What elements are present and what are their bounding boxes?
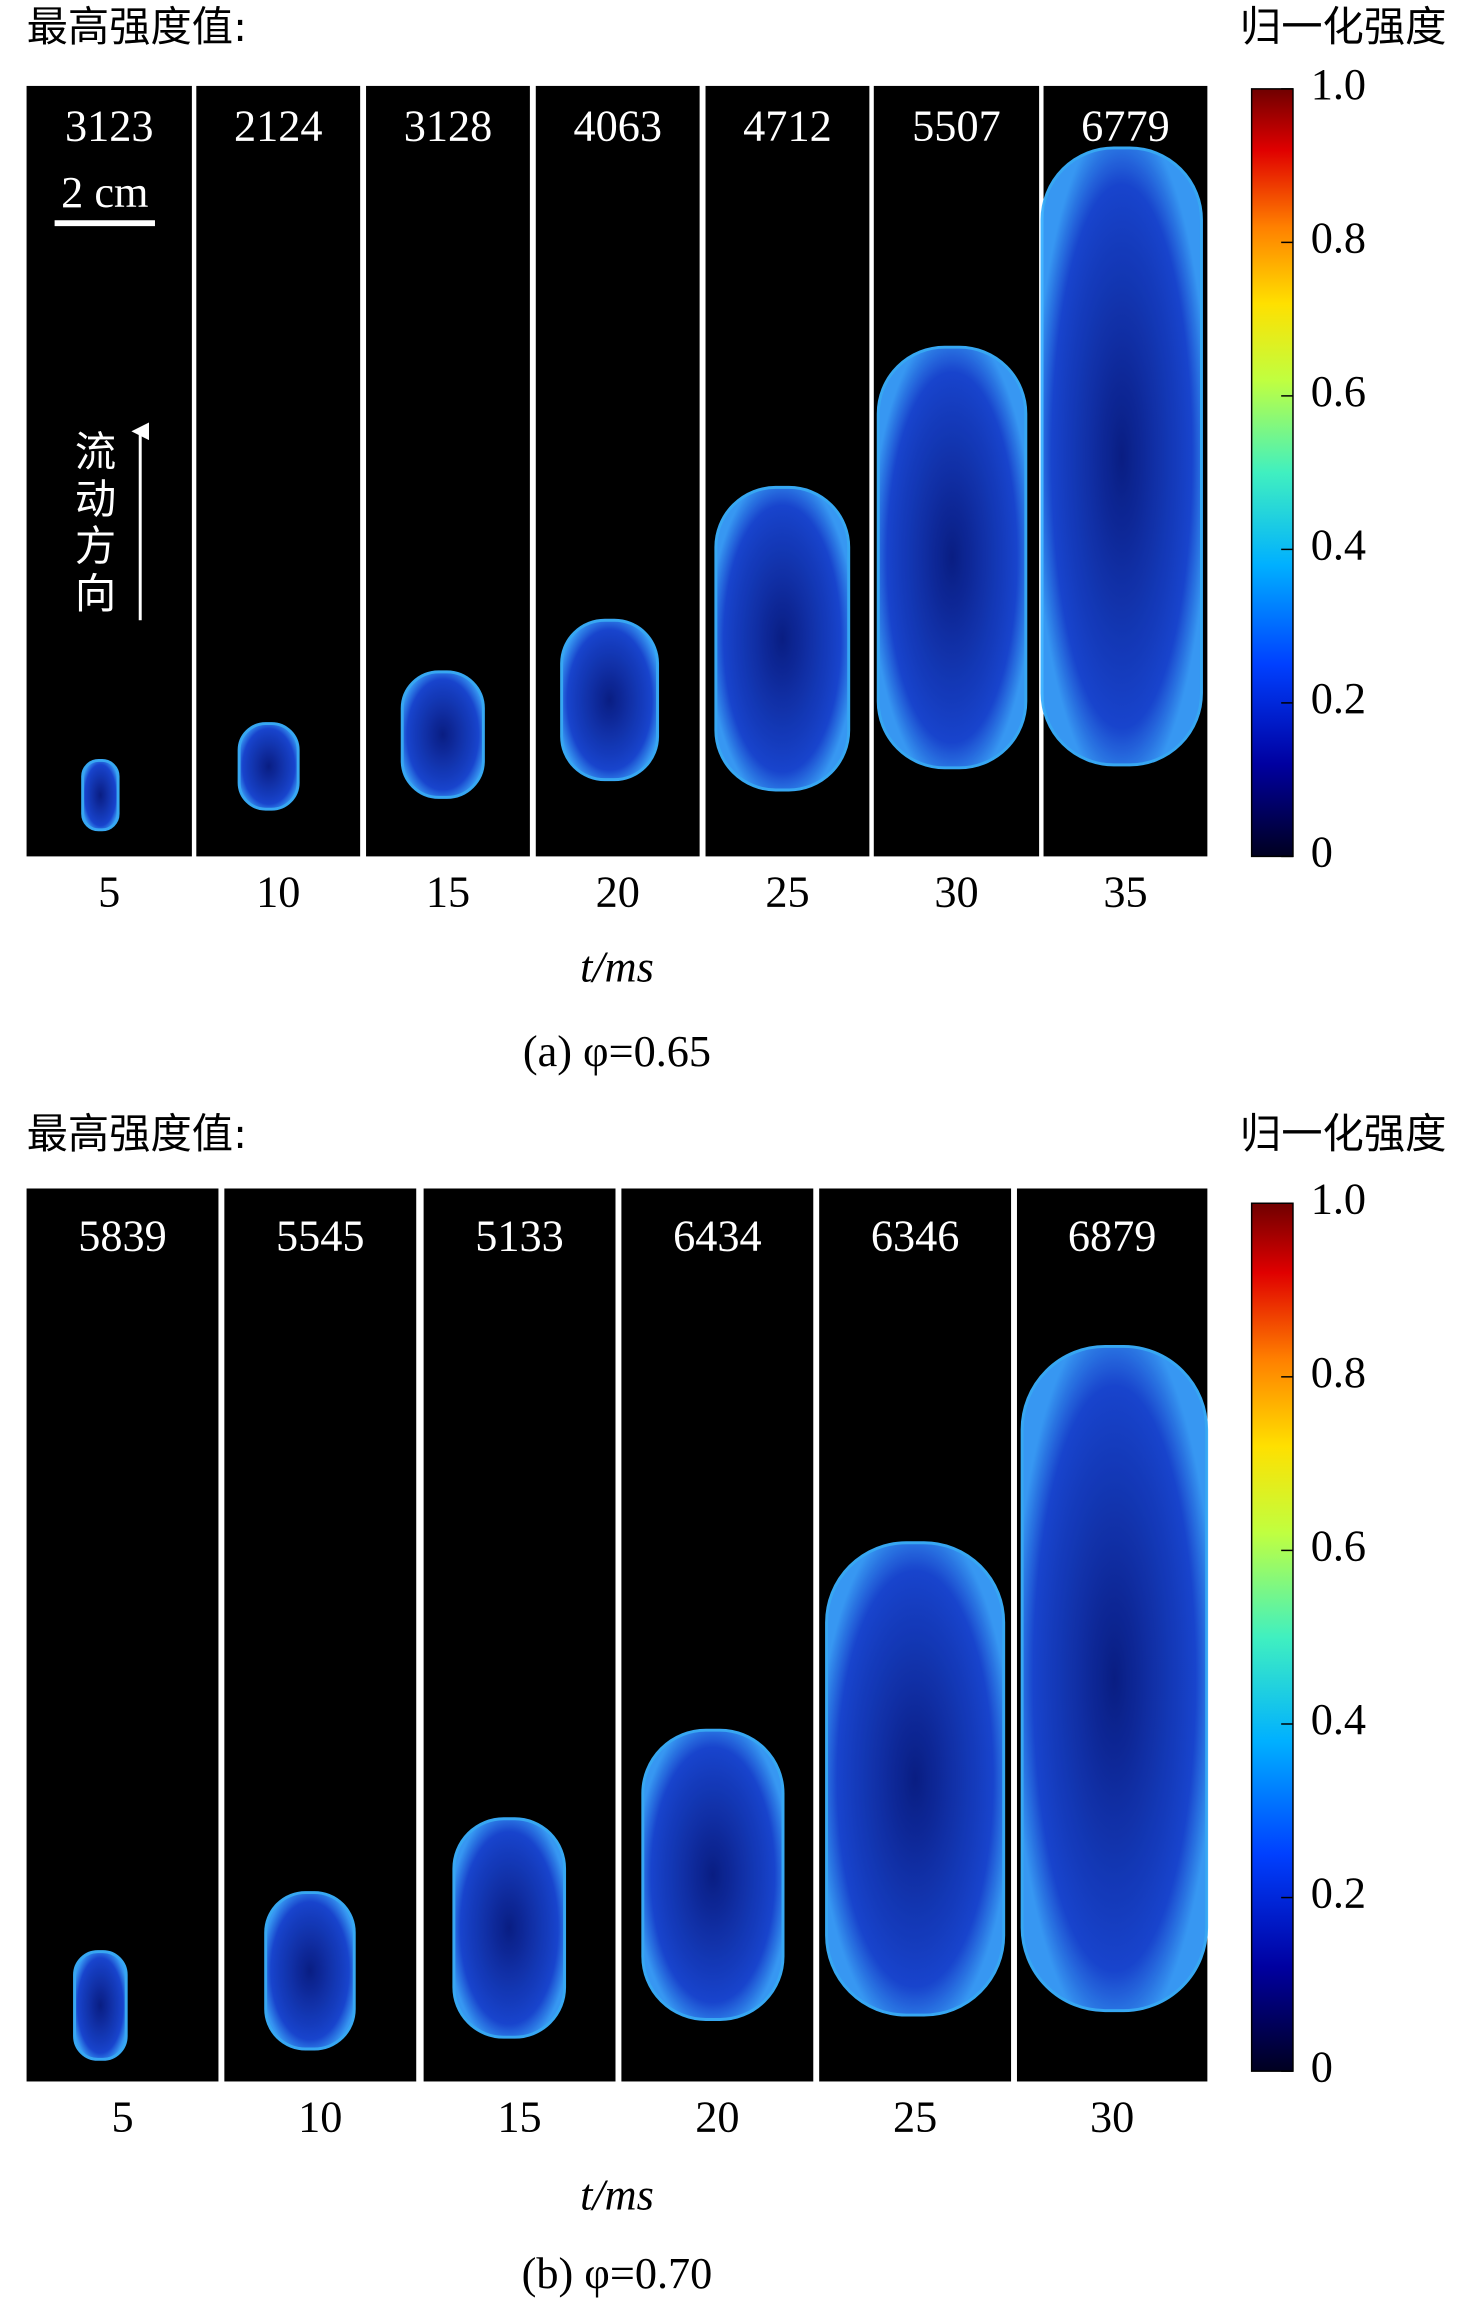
max-value: 3123 bbox=[65, 101, 154, 150]
flame bbox=[81, 758, 120, 832]
max-value: 3128 bbox=[404, 101, 493, 150]
colorbar-tick-label: 0.6 bbox=[1311, 367, 1366, 416]
time-label: 30 bbox=[1090, 2092, 1134, 2141]
scale-bar-label: 2 cm bbox=[61, 168, 148, 217]
max-value: 2124 bbox=[234, 101, 323, 150]
colorbar-tick-label: 1.0 bbox=[1311, 60, 1366, 109]
flame bbox=[714, 485, 851, 792]
image-frame bbox=[26, 85, 192, 857]
max-value: 6879 bbox=[1068, 1211, 1157, 1260]
max-value: 5133 bbox=[475, 1211, 564, 1260]
colorbar-tick-label: 0 bbox=[1311, 2042, 1333, 2091]
max-intensity-label: 最高强度值: bbox=[27, 3, 247, 51]
flame bbox=[237, 722, 300, 811]
caption: (b) φ=0.70 bbox=[522, 2249, 713, 2298]
colorbar bbox=[1250, 88, 1294, 858]
time-label: 15 bbox=[497, 2092, 541, 2141]
time-label: 20 bbox=[596, 867, 640, 916]
max-value: 6779 bbox=[1081, 101, 1170, 150]
panel: 最高强度值: 归一化强度 3123 5 2124 10 3128 15 4063 20 4712 25… bbox=[26, 3, 1447, 1076]
colorbar-label: 归一化强度 bbox=[1240, 1110, 1447, 1158]
flame bbox=[560, 618, 660, 782]
max-value: 5507 bbox=[912, 101, 1001, 150]
time-label: 25 bbox=[893, 2092, 937, 2141]
time-label: 10 bbox=[256, 867, 300, 916]
colorbar-tick-label: 0.2 bbox=[1311, 674, 1366, 723]
flame bbox=[825, 1541, 1006, 2017]
x-axis-label: t/ms bbox=[580, 943, 654, 992]
panel: 最高强度值: 归一化强度 5839 5 5545 10 5133 15 6434 20 6346 25… bbox=[26, 1110, 1447, 2298]
max-value: 4063 bbox=[573, 101, 662, 150]
time-label: 25 bbox=[765, 867, 809, 916]
flow-direction-label: 流动方向 bbox=[68, 430, 116, 619]
max-value: 6346 bbox=[871, 1211, 960, 1260]
time-label: 15 bbox=[426, 867, 470, 916]
time-label: 35 bbox=[1103, 867, 1147, 916]
flame bbox=[452, 1817, 567, 2039]
colorbar-tick-label: 0.8 bbox=[1311, 1348, 1366, 1397]
max-value: 6434 bbox=[673, 1211, 762, 1260]
colorbar-tick-label: 0.4 bbox=[1311, 1695, 1366, 1744]
time-label: 20 bbox=[695, 2092, 739, 2141]
max-value: 4712 bbox=[743, 101, 832, 150]
colorbar-tick-label: 0.2 bbox=[1311, 1869, 1366, 1918]
colorbar-tick-label: 0.8 bbox=[1311, 214, 1366, 263]
flame bbox=[1020, 1344, 1209, 2013]
image-frame bbox=[26, 1188, 219, 2082]
max-intensity-label: 最高强度值: bbox=[27, 1110, 247, 1158]
time-label: 10 bbox=[298, 2092, 342, 2141]
flame bbox=[73, 1950, 128, 2061]
flame bbox=[641, 1728, 785, 2021]
time-label: 30 bbox=[934, 867, 978, 916]
colorbar-tick-label: 0.4 bbox=[1311, 521, 1366, 570]
x-axis-label: t/ms bbox=[580, 2171, 654, 2220]
flame bbox=[400, 670, 485, 799]
time-label: 5 bbox=[111, 2092, 133, 2141]
flame bbox=[264, 1891, 356, 2051]
colorbar-tick-label: 0.6 bbox=[1311, 1522, 1366, 1571]
colorbar-label: 归一化强度 bbox=[1240, 3, 1447, 51]
colorbar-tick-label: 0 bbox=[1311, 828, 1333, 877]
caption: (a) φ=0.65 bbox=[523, 1027, 711, 1076]
flame bbox=[876, 345, 1028, 770]
time-label: 5 bbox=[98, 867, 120, 916]
colorbar bbox=[1250, 1202, 1294, 2072]
colorbar-tick-label: 1.0 bbox=[1311, 1174, 1366, 1223]
max-value: 5839 bbox=[78, 1211, 167, 1260]
flame bbox=[1040, 146, 1203, 767]
max-value: 5545 bbox=[276, 1211, 365, 1260]
